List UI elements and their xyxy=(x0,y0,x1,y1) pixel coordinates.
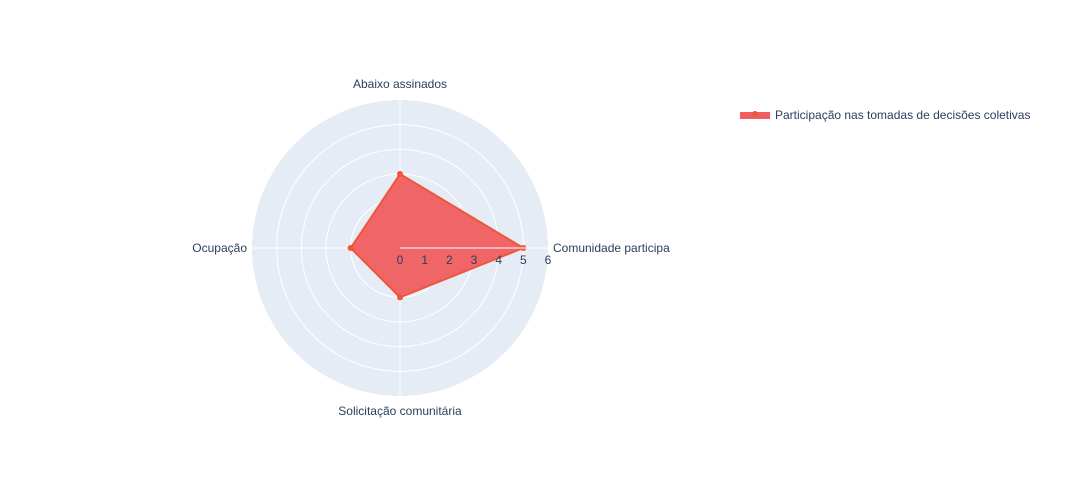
legend-marker xyxy=(752,111,758,117)
radial-tick-label: 6 xyxy=(545,253,552,267)
radial-tick-label: 4 xyxy=(495,253,502,267)
category-label: Ocupação xyxy=(192,241,247,255)
data-point-marker[interactable] xyxy=(347,245,354,251)
legend-item[interactable]: Participação nas tomadas de decisões col… xyxy=(740,108,1030,122)
radial-tick-label: 0 xyxy=(397,253,404,267)
data-point-marker[interactable] xyxy=(397,171,403,177)
radial-tick-label: 1 xyxy=(421,253,428,267)
radial-tick-label: 5 xyxy=(520,253,527,267)
radial-tick-label: 3 xyxy=(471,253,478,267)
category-label: Abaixo assinados xyxy=(353,77,447,91)
category-label: Solicitação comunitária xyxy=(338,404,462,418)
category-label: Comunidade participa xyxy=(553,241,670,255)
legend-label: Participação nas tomadas de decisões col… xyxy=(775,108,1030,122)
data-point-marker[interactable] xyxy=(397,294,403,301)
radial-tick-label: 2 xyxy=(446,253,453,267)
